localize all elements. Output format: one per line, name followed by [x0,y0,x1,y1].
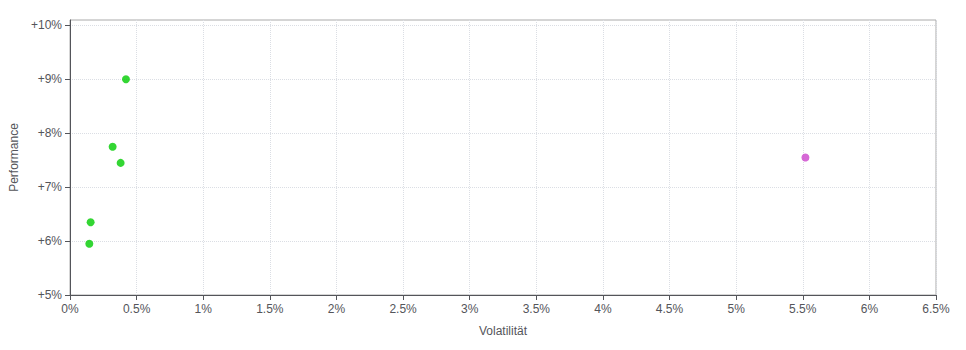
svg-text:0.5%: 0.5% [123,302,151,316]
svg-text:+10%: +10% [31,18,62,32]
svg-text:3%: 3% [461,302,479,316]
svg-text:2%: 2% [328,302,346,316]
svg-text:6%: 6% [861,302,879,316]
svg-text:+6%: +6% [38,234,63,248]
svg-text:1.5%: 1.5% [256,302,284,316]
svg-text:Performance: Performance [7,123,21,192]
svg-text:Volatilität: Volatilität [479,324,528,338]
svg-text:5.5%: 5.5% [789,302,817,316]
svg-text:6.5%: 6.5% [922,302,950,316]
svg-text:4.5%: 4.5% [656,302,684,316]
svg-text:+7%: +7% [38,180,63,194]
svg-text:+9%: +9% [38,72,63,86]
svg-text:+5%: +5% [38,288,63,302]
svg-text:1%: 1% [195,302,213,316]
svg-text:4%: 4% [594,302,612,316]
svg-text:5%: 5% [727,302,745,316]
svg-text:0%: 0% [61,302,79,316]
svg-text:+8%: +8% [38,126,63,140]
svg-text:3.5%: 3.5% [523,302,551,316]
svg-text:2.5%: 2.5% [389,302,417,316]
